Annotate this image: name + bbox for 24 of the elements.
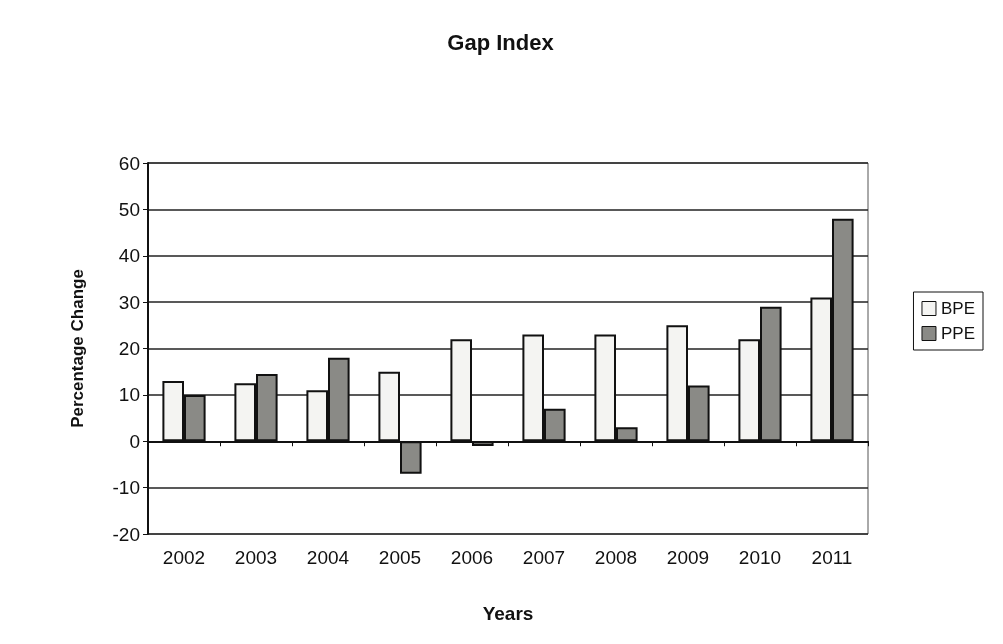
y-tick-label: -10 [112, 477, 140, 499]
x-tick-label: 2005 [378, 547, 422, 568]
legend-label: BPE [940, 299, 976, 318]
x-tick-label: 2008 [594, 547, 638, 568]
y-tick-label: 60 [118, 152, 140, 174]
x-axis-title: Years [482, 603, 534, 624]
y-tick-label: 10 [118, 384, 140, 406]
x-tick-label: 2010 [738, 547, 782, 568]
x-tick-label: 2009 [666, 547, 710, 568]
legend-label: PPE [940, 324, 976, 343]
y-tick-label: 40 [118, 245, 140, 267]
y-tick-label: -20 [112, 523, 140, 545]
chart-title: Gap Index [447, 29, 555, 55]
y-tick-label: 0 [129, 430, 140, 452]
x-tick-label: 2006 [450, 547, 494, 568]
x-tick-label: 2007 [522, 547, 566, 568]
x-tick-label: 2004 [306, 547, 350, 568]
y-tick-label: 50 [118, 198, 140, 220]
y-tick-label: 20 [118, 338, 140, 359]
x-tick-label: 2011 [811, 547, 853, 568]
x-tick-label: 2003 [234, 547, 278, 568]
y-axis-title: Percentage Change [68, 269, 87, 428]
x-tick-label: 2002 [162, 547, 206, 568]
y-tick-label: 30 [118, 291, 140, 313]
